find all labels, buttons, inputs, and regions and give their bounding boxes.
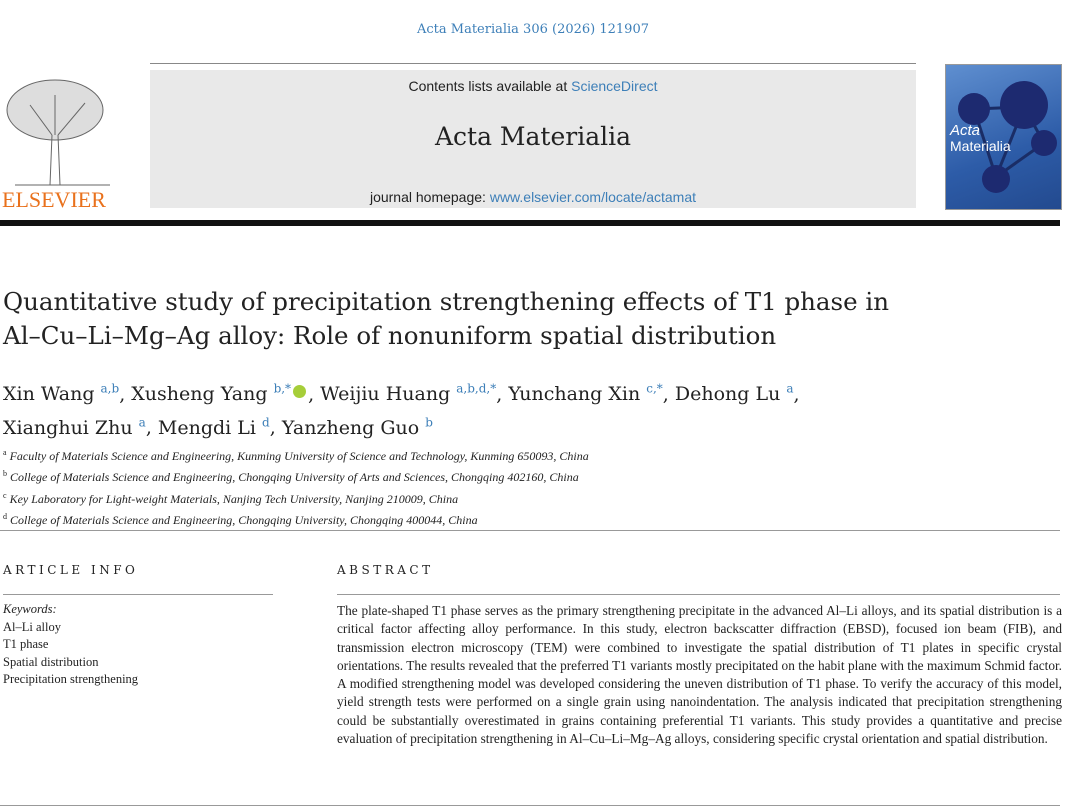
contents-label: Contents lists available at [408, 78, 572, 94]
affiliation: a Faculty of Materials Science and Engin… [3, 448, 589, 463]
affiliations: a Faculty of Materials Science and Engin… [3, 444, 589, 529]
journal-name: Acta Materialia [434, 122, 632, 151]
abstract-heading: ABSTRACT [337, 563, 434, 577]
author[interactable]: Xianghui Zhu a [3, 415, 146, 439]
publisher-logo-text: ELSEVIER [2, 187, 106, 212]
keywords-label: Keywords: [3, 602, 57, 616]
keyword: Al–Li alloy [3, 619, 61, 634]
author[interactable]: Mengdi Li d [157, 415, 270, 439]
abstract-text: The plate-shaped T1 phase serves as the … [337, 603, 1062, 747]
affiliation: b College of Materials Science and Engin… [3, 469, 579, 485]
divider [150, 63, 916, 64]
article-info-heading: ARTICLE INFO [3, 563, 139, 577]
journal-citation[interactable]: Acta Materialia 306 (2026) 121907 [416, 22, 649, 37]
svg-text:Acta: Acta [949, 122, 980, 139]
divider [3, 594, 273, 595]
divider [337, 594, 1060, 595]
article-title: Quantitative study of precipitation stre… [3, 285, 889, 353]
contents-line: Contents lists available at ScienceDirec… [150, 78, 916, 94]
header-rule [0, 220, 1060, 226]
keywords: Keywords: Al–Li alloy T1 phase Spatial d… [3, 601, 138, 689]
title-line: Al–Cu–Li–Mg–Ag alloy: Role of nonuniform… [3, 321, 777, 350]
affiliation: c Key Laboratory for Light-weight Materi… [3, 490, 459, 506]
keyword: Precipitation strengthening [3, 672, 139, 686]
author-list: Xin Wang a,b, Xusheng Yang b,*, Weijiu H… [3, 382, 800, 439]
author[interactable]: Xin Wang a,b [3, 382, 120, 406]
author[interactable]: Dehong Lu a [674, 382, 794, 406]
keyword: Spatial distribution [3, 654, 99, 669]
divider [0, 805, 1060, 806]
author[interactable]: Weijiu Huang a,b,d,* [320, 382, 497, 406]
title-line: Quantitative study of precipitation stre… [3, 287, 890, 316]
svg-text:Materialia: Materialia [950, 138, 1011, 154]
author[interactable]: Yanzheng Guo b [281, 415, 433, 439]
homepage-label: journal homepage: [369, 189, 490, 205]
homepage-line: journal homepage: www.elsevier.com/locat… [150, 189, 916, 205]
divider [0, 530, 1060, 531]
keyword: T1 phase [3, 637, 49, 651]
author[interactable]: Xusheng Yang b,* [131, 382, 292, 406]
cover-graphic: Acta Materialia [949, 81, 1057, 193]
sciencedirect-link[interactable]: ScienceDirect [571, 78, 658, 94]
affiliation: d College of Materials Science and Engin… [3, 511, 478, 527]
elsevier-logo: ELSEVIER [0, 75, 125, 213]
orcid-icon[interactable] [293, 385, 307, 399]
author[interactable]: Yunchang Xin c,* [508, 382, 663, 406]
journal-header: Contents lists available at ScienceDirec… [150, 70, 916, 208]
homepage-link[interactable]: www.elsevier.com/locate/actamat [489, 189, 697, 205]
journal-cover[interactable]: Acta Materialia [945, 64, 1062, 210]
tree-icon [6, 79, 110, 186]
